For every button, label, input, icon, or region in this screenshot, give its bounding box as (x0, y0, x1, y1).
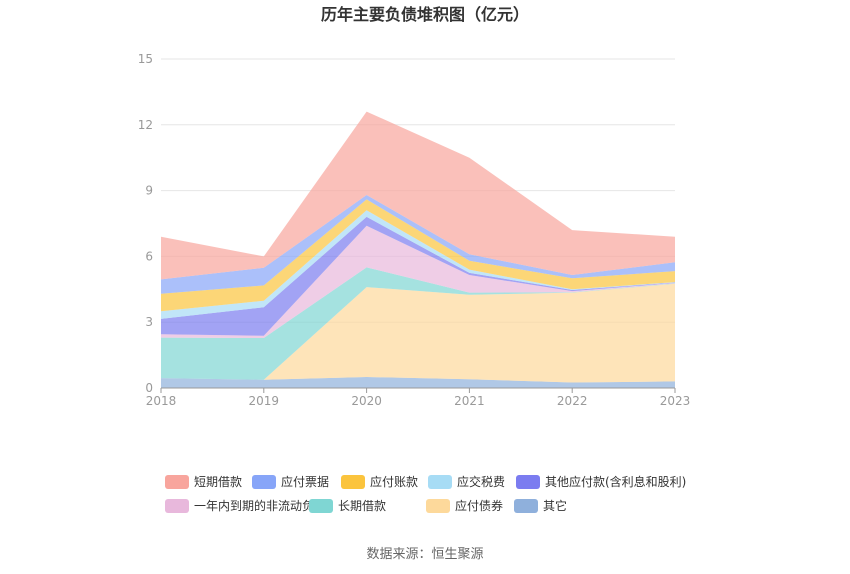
area-series-2[interactable] (161, 267, 675, 380)
legend-swatch (426, 499, 450, 513)
legend-swatch (165, 499, 189, 513)
legend-item[interactable]: 应付债券 (426, 498, 503, 513)
y-tick-label: 6 (145, 249, 153, 263)
legend-swatch (514, 499, 538, 513)
y-tick-label: 12 (138, 118, 153, 132)
x-tick-label: 2023 (660, 394, 691, 408)
x-tick-label: 2022 (557, 394, 588, 408)
legend-label: 短期借款 (194, 475, 242, 489)
chart-title: 历年主要负债堆积图（亿元） (321, 5, 529, 24)
legend-item[interactable]: 应付票据 (252, 474, 329, 489)
area-series-1[interactable] (161, 283, 675, 383)
legend-item[interactable]: 其他应付款(含利息和股利) (516, 474, 686, 489)
area-series-0[interactable] (161, 377, 675, 388)
y-tick-label: 15 (138, 52, 153, 66)
legend-swatch (309, 499, 333, 513)
legend-item[interactable]: 一年内到期的非流动负债 (165, 498, 326, 513)
legend-item[interactable]: 短期借款 (165, 475, 242, 489)
legend-swatch (516, 475, 540, 489)
area-series-7[interactable] (161, 195, 675, 294)
legend-swatch (341, 475, 365, 489)
legend-item[interactable]: 长期借款 (309, 499, 386, 513)
legend-label: 其它 (543, 498, 567, 513)
area-series-layer (161, 111, 675, 388)
x-tick-label: 2019 (249, 394, 280, 408)
y-tick-label: 9 (145, 184, 153, 198)
area-series-6[interactable] (161, 199, 675, 312)
legend[interactable]: 短期借款 应付票据 应付账款 应交税费 其他应付款(含利息和股利) 一年内到期的非流动负债… (165, 474, 686, 513)
legend-label: 应付账款 (370, 474, 418, 489)
area-series-4[interactable] (161, 216, 675, 336)
legend-label: 应交税费 (457, 474, 505, 489)
area-series-3[interactable] (161, 225, 675, 338)
legend-label: 应付票据 (281, 474, 329, 489)
legend-item[interactable]: 其它 (514, 498, 567, 513)
x-tick-label: 2018 (146, 394, 177, 408)
area-series-5[interactable] (161, 210, 675, 319)
area-series-8[interactable] (161, 111, 675, 280)
legend-item[interactable]: 应交税费 (428, 474, 505, 489)
y-tick-label: 3 (145, 315, 153, 329)
x-tick-label: 2021 (454, 394, 485, 408)
legend-swatch (252, 475, 276, 489)
legend-swatch (428, 475, 452, 489)
y-tick-label: 0 (145, 381, 153, 395)
x-tick-label: 2020 (351, 394, 382, 408)
axes: 2018 2019 2020 2021 2022 2023 (146, 387, 691, 408)
legend-swatch (165, 475, 189, 489)
legend-item[interactable]: 应付账款 (341, 474, 418, 489)
legend-label: 其他应付款(含利息和股利) (545, 474, 686, 489)
legend-label: 应付债券 (455, 498, 503, 513)
legend-label: 一年内到期的非流动负债 (194, 498, 326, 513)
legend-label: 长期借款 (338, 499, 386, 513)
data-source-note: 数据来源：恒生聚源 (366, 547, 483, 562)
